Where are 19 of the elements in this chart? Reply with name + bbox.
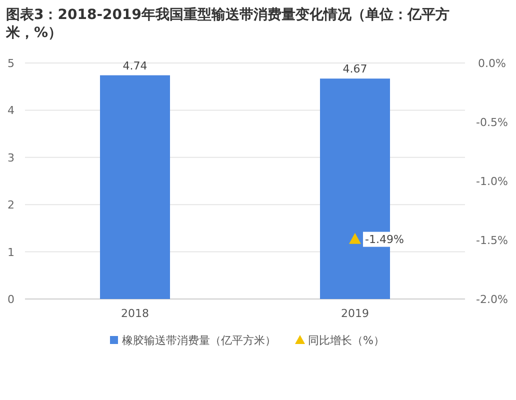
chart-title: 图表3：2018-2019年我国重型输送带消费量变化情况（单位：亿平方米，%） <box>6 6 450 42</box>
y2-tick-label: -1.0% <box>476 175 508 188</box>
data-label: 4.74 <box>122 59 148 72</box>
y-tick-label: 5 <box>8 57 14 70</box>
legend-label: 橡胶输送带消费量（亿平方米） <box>122 334 276 347</box>
y-tick-label: 4 <box>8 104 14 118</box>
data-label: -1.49% <box>365 232 404 246</box>
y2-tick-label: 0.0% <box>478 57 506 70</box>
y2-tick-label: -1.5% <box>476 234 508 247</box>
y2-tick-label: -2.0% <box>476 293 508 306</box>
x-tick-label: 2019 <box>341 307 369 320</box>
x-tick-label: 2018 <box>121 307 149 320</box>
y-tick-label: 0 <box>8 293 14 306</box>
y2-tick-label: -0.5% <box>476 116 508 129</box>
y-tick-label: 2 <box>8 198 14 212</box>
legend-label: 同比增长（%） <box>308 334 384 347</box>
data-label: 4.67 <box>342 62 368 76</box>
y-tick-label: 3 <box>8 151 14 164</box>
y-tick-label: 1 <box>8 246 14 259</box>
